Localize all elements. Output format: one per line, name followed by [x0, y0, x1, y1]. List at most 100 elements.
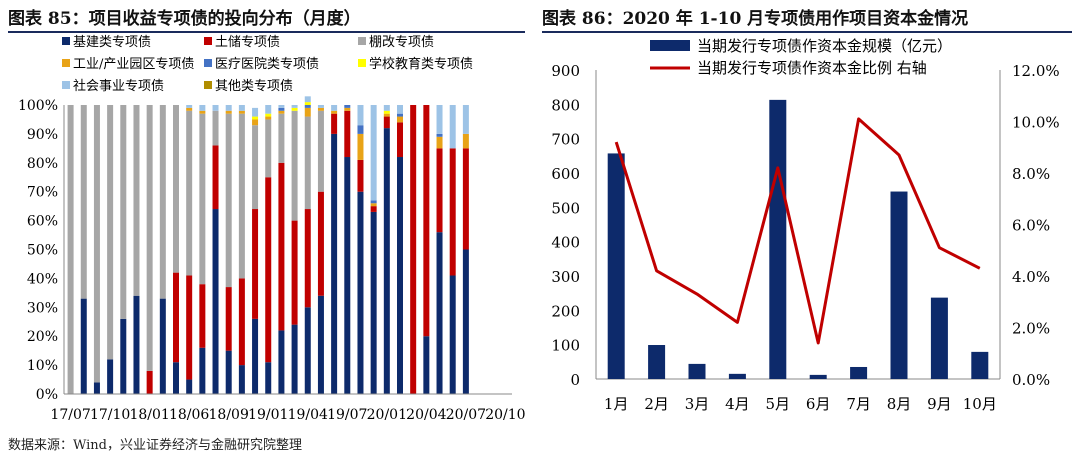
stacked-bar-segment: [397, 157, 403, 394]
x-tick-label: 7月: [846, 395, 871, 413]
bar: [648, 345, 666, 379]
stacked-bar-segment: [317, 191, 324, 296]
left-y-tick-label: 0: [570, 371, 580, 389]
stacked-bar-segment: [344, 157, 351, 394]
y-tick-label: 40%: [27, 271, 58, 287]
ratio-line: [614, 117, 981, 345]
stacked-bar-segment: [265, 119, 272, 178]
stacked-bar-segment: [344, 105, 351, 108]
right-y-tick-label: 2.0%: [1012, 320, 1050, 338]
x-tick-label: 20/10: [485, 407, 525, 423]
stacked-bar-segment: [225, 105, 232, 111]
stacked-bar-segment: [383, 110, 390, 114]
stacked-bar-segment: [93, 382, 100, 394]
right-y-tick-label: 8.0%: [1012, 165, 1050, 183]
y-tick-label: 10%: [27, 358, 58, 374]
legend-label: 学校教育类专项债: [369, 56, 473, 72]
left-title-rule: [8, 31, 525, 33]
stacked-bar-segment: [238, 278, 245, 366]
x-tick-label: 18/01: [129, 407, 169, 423]
stacked-bar-segment: [238, 365, 245, 394]
stacked-bar-segment: [317, 105, 324, 108]
bar: [769, 99, 787, 380]
stacked-bar-segment: [331, 110, 338, 114]
y-tick-label: 100%: [18, 98, 58, 114]
legend-swatch: [62, 81, 70, 89]
stacked-bar-segment: [317, 107, 324, 111]
stacked-bar-segment: [423, 336, 430, 394]
x-tick-label: 5月: [766, 395, 791, 413]
bar: [607, 153, 625, 379]
stacked-bar-segment: [304, 105, 311, 108]
legend-label: 医疗医院类专项债: [215, 57, 319, 72]
stacked-bar-segment: [278, 105, 285, 108]
legend-swatch: [204, 59, 212, 67]
stacked-bar-segment: [199, 105, 206, 111]
stacked-bar-segment: [186, 105, 193, 108]
legend-label: 棚改专项债: [369, 35, 434, 50]
x-tick-label: 18/09: [209, 407, 249, 423]
y-tick-label: 0%: [36, 387, 58, 403]
x-tick-label: 17/10: [90, 407, 130, 423]
legend-swatch: [204, 81, 212, 89]
stacked-bar-segment: [410, 105, 417, 394]
stacked-bar-segment: [252, 125, 259, 210]
stacked-bar-segment: [278, 330, 285, 394]
stacked-bar-segment: [357, 105, 364, 126]
stacked-bar-segment: [238, 113, 245, 279]
stacked-bar-segment: [344, 107, 351, 111]
right-title-rule: [542, 31, 1072, 33]
stacked-bar-segment: [436, 232, 443, 394]
stacked-bar-segment: [80, 298, 87, 394]
stacked-bar-segment: [93, 105, 100, 383]
bar: [850, 366, 868, 379]
legend-label: 土储专项债: [215, 35, 280, 50]
stacked-bar-segment: [462, 148, 469, 250]
x-tick-label: 20/07: [446, 407, 486, 423]
left-y-tick-label: 400: [551, 234, 580, 252]
stacked-bar-segment: [317, 295, 324, 394]
stacked-bar-segment: [265, 177, 272, 363]
stacked-bar-segment: [80, 105, 87, 299]
stacked-bar-segment: [383, 116, 390, 129]
stacked-bar-segment: [186, 110, 193, 276]
bar: [728, 373, 746, 379]
stacked-bar-segment: [370, 105, 377, 201]
x-tick-label: 19/01: [248, 407, 288, 423]
legend-swatch: [62, 37, 70, 45]
y-tick-label: 90%: [27, 127, 58, 143]
stacked-bar-segment: [317, 110, 324, 192]
right-y-tick-label: 6.0%: [1012, 217, 1050, 235]
stacked-bar-segment: [225, 287, 232, 351]
stacked-bar-segment: [331, 105, 338, 111]
stacked-bar-segment: [225, 113, 232, 288]
stacked-bar-segment: [397, 105, 403, 114]
stacked-bar-segment: [462, 105, 469, 134]
stacked-bar-segment: [67, 105, 74, 394]
stacked-bar-segment: [449, 275, 456, 394]
stacked-bar-segment: [397, 113, 403, 117]
stacked-bar-segment: [212, 145, 219, 210]
legend-label: 其他类专项债: [215, 79, 293, 94]
stacked-bar-segment: [278, 107, 285, 111]
stacked-bar-segment: [370, 211, 377, 394]
stacked-bar-segment: [199, 347, 206, 394]
stacked-bar-segment: [120, 318, 127, 394]
stacked-bar-segment: [304, 107, 311, 117]
stacked-bar-segment: [370, 203, 377, 207]
stacked-bar-segment: [357, 191, 364, 394]
legend-swatch: [358, 59, 366, 67]
left-y-tick-label: 100: [551, 337, 580, 355]
stacked-bar-segment: [265, 116, 272, 120]
stacked-bar-segment: [199, 113, 206, 285]
legend-bar-label: 当期发行专项债作资本金规模（亿元）: [697, 37, 952, 55]
stacked-bar-segment: [331, 113, 338, 134]
bar: [809, 374, 827, 379]
stacked-bar-segment: [357, 159, 364, 192]
right-chart-title: 图表 86：2020 年 1-10 月专项债用作项目资本金情况: [542, 9, 969, 29]
stacked-bar-segment: [199, 110, 206, 114]
source-note: 数据来源：Wind，兴业证券经济与金融研究院整理: [8, 438, 302, 453]
left-y-tick-label: 300: [551, 268, 580, 286]
stacked-bar-segment: [304, 116, 311, 210]
x-tick-label: 20/04: [406, 407, 446, 423]
